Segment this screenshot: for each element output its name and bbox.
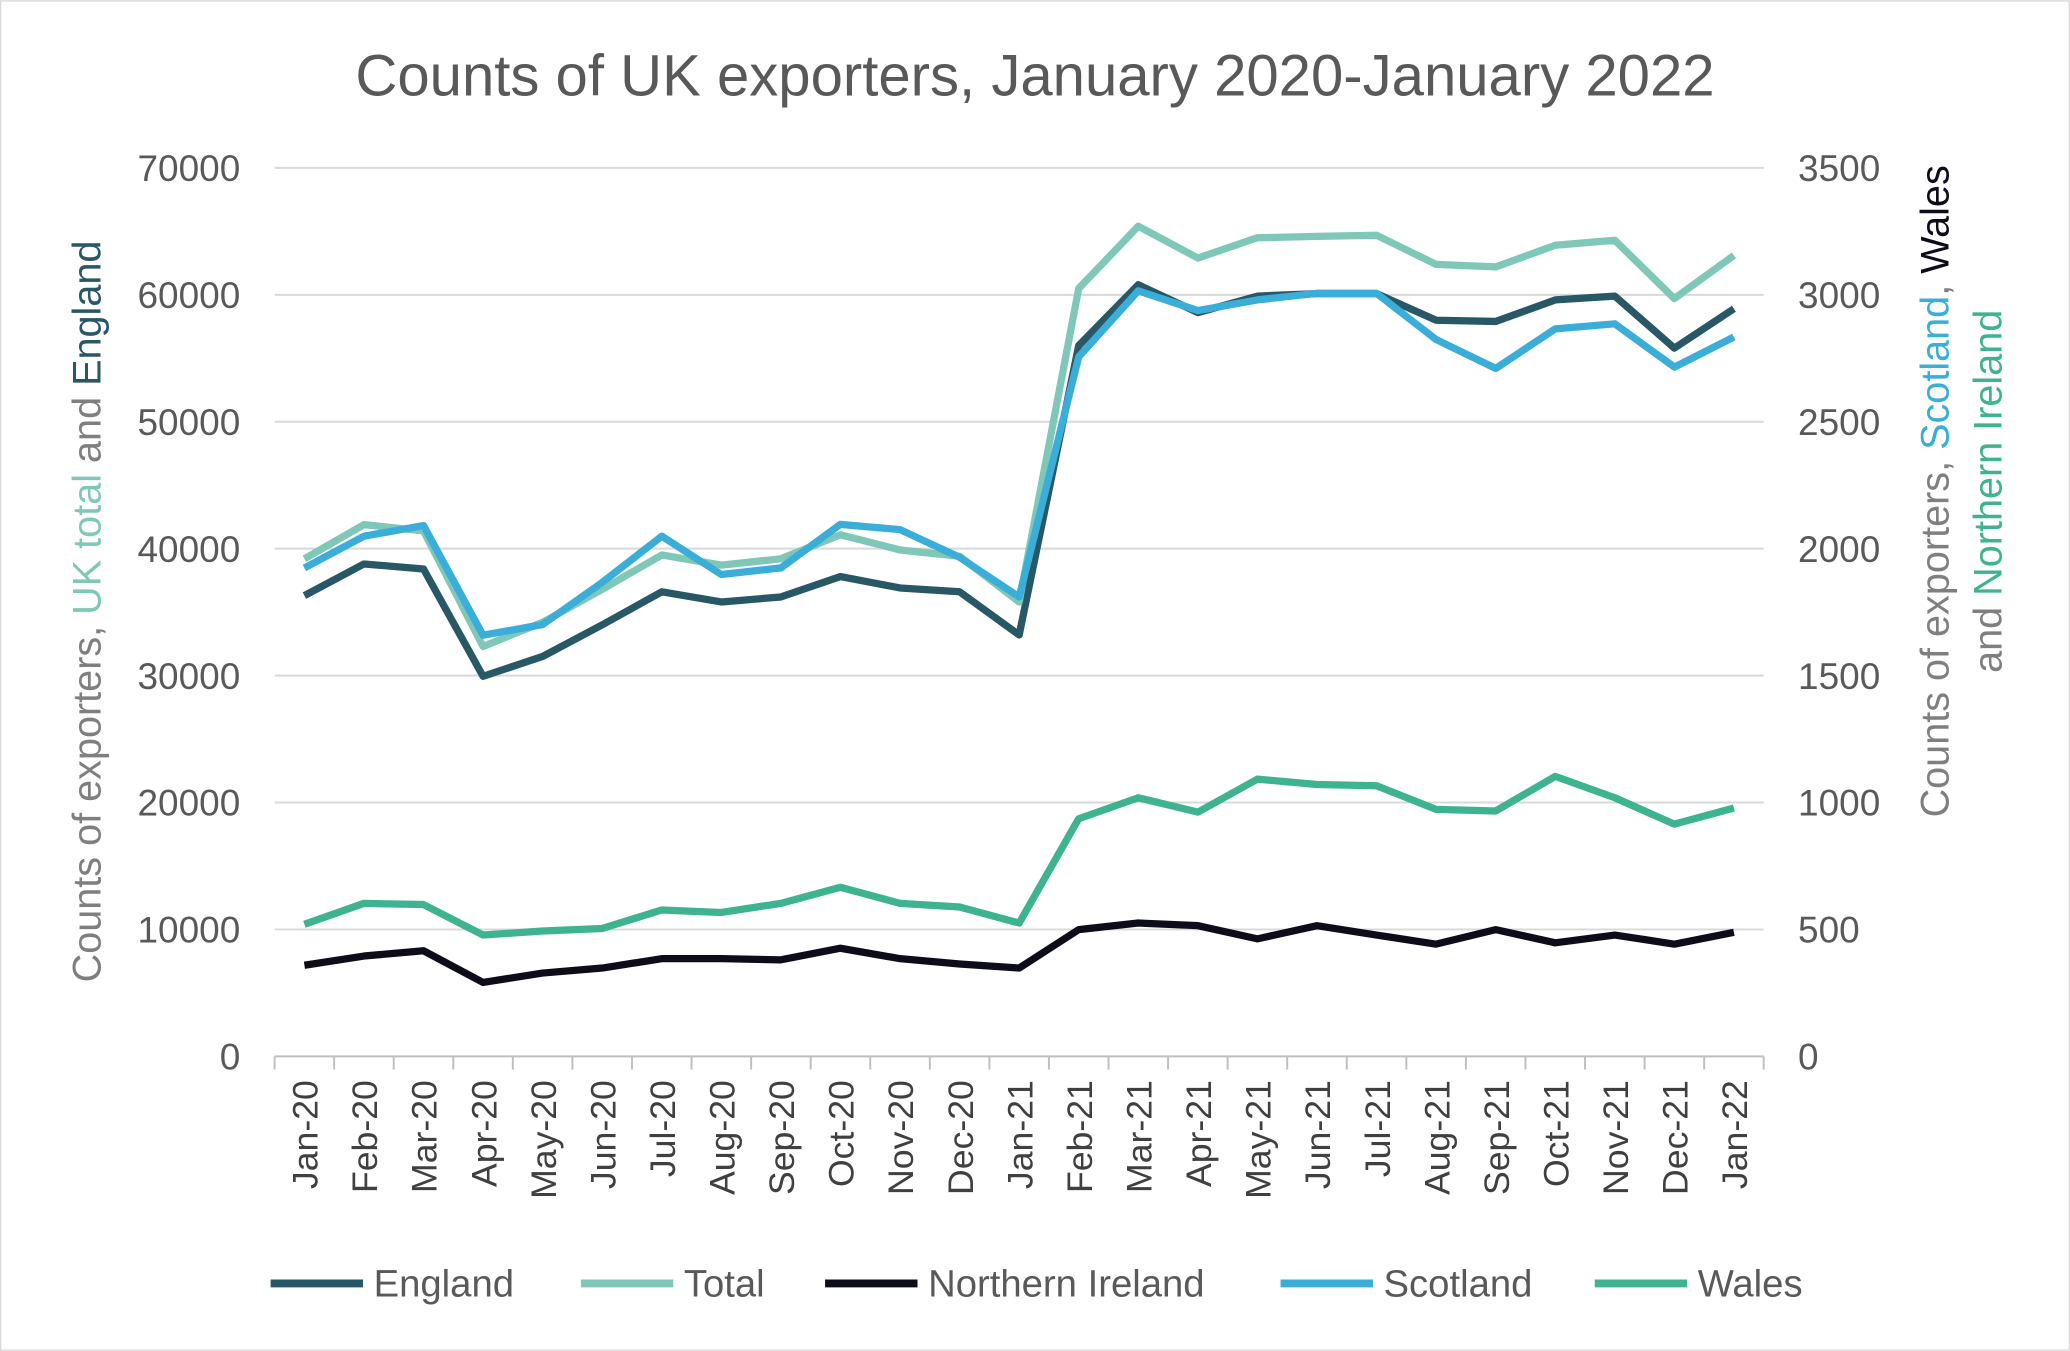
x-tick-label: Dec-21 (1656, 1080, 1696, 1195)
legend-label: Wales (1698, 1263, 1803, 1306)
x-tick-label: Jan-20 (286, 1080, 326, 1189)
x-tick-label: Apr-21 (1179, 1080, 1219, 1187)
legend-item: Scotland (1280, 1263, 1533, 1306)
legend-label: Total (684, 1263, 765, 1306)
x-tick-label: Jun-21 (1298, 1080, 1338, 1189)
x-tick-label: Mar-21 (1119, 1080, 1159, 1193)
right-axis-label-line1: Counts of exporters, Scotland, Wales (1914, 165, 1958, 817)
axis-label-part: and (1966, 596, 2010, 673)
left-tick-label: 10000 (138, 910, 241, 951)
legend-item: Total (580, 1263, 765, 1306)
left-tick-label: 70000 (138, 148, 241, 189)
right-tick-label: 1500 (1798, 656, 1880, 697)
x-tick-label: Aug-20 (703, 1080, 743, 1195)
legend: England Total Northern Ireland Scotland Wale… (270, 1263, 1803, 1306)
left-axis-label: Counts of exporters, UK total and Englan… (65, 241, 109, 983)
legend-item: Northern Ireland (825, 1263, 1205, 1306)
x-tick-label: Sep-21 (1477, 1080, 1517, 1195)
axis-label-part: England (65, 241, 109, 386)
axis-label-part: Counts of exporters, (65, 615, 109, 983)
left-axis-ticks: 0 10000 20000 30000 40000 50000 60000 70000 (138, 148, 241, 1077)
left-tick-label: 60000 (138, 275, 241, 316)
x-tick-label: Mar-20 (405, 1080, 445, 1193)
x-tick-label: Oct-20 (822, 1080, 862, 1187)
x-axis: Jan-20 Feb-20 Mar-20 Apr-20 May-20 Jun-20 Jul-… (273, 1055, 1765, 1199)
axis-label-part: Wales (1914, 165, 1958, 274)
legend-item: Wales (1594, 1263, 1803, 1306)
x-tick-label: Jan-22 (1715, 1080, 1755, 1189)
right-tick-label: 2500 (1798, 402, 1880, 443)
x-tick-label: Feb-20 (345, 1080, 385, 1193)
x-tick-label: Oct-21 (1536, 1080, 1576, 1187)
right-tick-label: 1000 (1798, 783, 1880, 824)
axis-label-part: Northern Ireland (1966, 310, 2010, 596)
x-tick-label: Feb-21 (1060, 1080, 1100, 1193)
right-axis-ticks: 0 500 1000 1500 2000 2500 3000 3500 (1798, 148, 1880, 1077)
x-tick-label: Dec-20 (941, 1080, 981, 1195)
axis-label-part: and (65, 386, 109, 474)
right-axis-label-line2: and Northern Ireland (1966, 310, 2010, 673)
legend-item: England (270, 1263, 514, 1306)
x-tick-label: Jul-20 (643, 1080, 683, 1177)
right-tick-label: 2000 (1798, 529, 1880, 570)
right-tick-label: 500 (1798, 910, 1860, 951)
x-tick-label: May-21 (1239, 1080, 1279, 1199)
x-tick-label: Jan-21 (1000, 1080, 1040, 1189)
axis-label-part: UK total (65, 474, 109, 615)
axis-label-part: Scotland (1914, 296, 1958, 450)
x-tick-label: Apr-20 (464, 1080, 504, 1187)
x-tick-label: Jul-21 (1358, 1080, 1398, 1177)
chart-title: Counts of UK exporters, January 2020-Jan… (355, 43, 1714, 108)
x-tick-label: Nov-20 (881, 1080, 921, 1195)
legend-label: England (374, 1263, 514, 1306)
x-tick-label: Nov-21 (1596, 1080, 1636, 1195)
left-tick-label: 50000 (138, 402, 241, 443)
axis-label-part: Counts of exporters, (1914, 450, 1958, 818)
x-tick-label: Aug-21 (1417, 1080, 1457, 1195)
x-tick-label: May-20 (524, 1080, 564, 1199)
x-tick-label: Sep-20 (762, 1080, 802, 1195)
right-tick-label: 0 (1798, 1037, 1819, 1078)
right-tick-label: 3500 (1798, 148, 1880, 189)
axis-label-part: , (1914, 274, 1958, 296)
left-tick-label: 40000 (138, 529, 241, 570)
left-tick-label: 30000 (138, 656, 241, 697)
left-tick-label: 0 (220, 1037, 241, 1078)
left-tick-label: 20000 (138, 783, 241, 824)
legend-label: Northern Ireland (928, 1263, 1205, 1306)
x-tick-label: Jun-20 (583, 1080, 623, 1189)
legend-label: Scotland (1384, 1263, 1533, 1306)
series-lines (302, 222, 1737, 987)
right-tick-label: 3000 (1798, 275, 1880, 316)
